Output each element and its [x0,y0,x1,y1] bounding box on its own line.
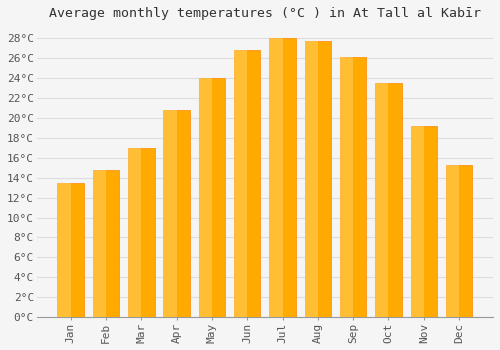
Bar [375,83,388,317]
Bar [410,126,437,317]
Bar [93,170,106,317]
Bar [58,183,84,317]
Bar [446,164,459,317]
Bar [234,50,247,317]
Bar [128,148,154,317]
Bar [410,126,424,317]
Bar [164,110,190,317]
Bar [270,38,296,317]
Bar [128,148,141,317]
Bar [340,57,366,317]
Bar [58,183,70,317]
Bar [375,83,402,317]
Bar [304,41,331,317]
Bar [270,38,282,317]
Title: Average monthly temperatures (°C ) in At Tall al Kabīr: Average monthly temperatures (°C ) in At… [49,7,481,20]
Bar [234,50,260,317]
Bar [340,57,353,317]
Bar [446,164,472,317]
Bar [93,170,120,317]
Bar [164,110,176,317]
Bar [198,78,225,317]
Bar [304,41,318,317]
Bar [198,78,212,317]
